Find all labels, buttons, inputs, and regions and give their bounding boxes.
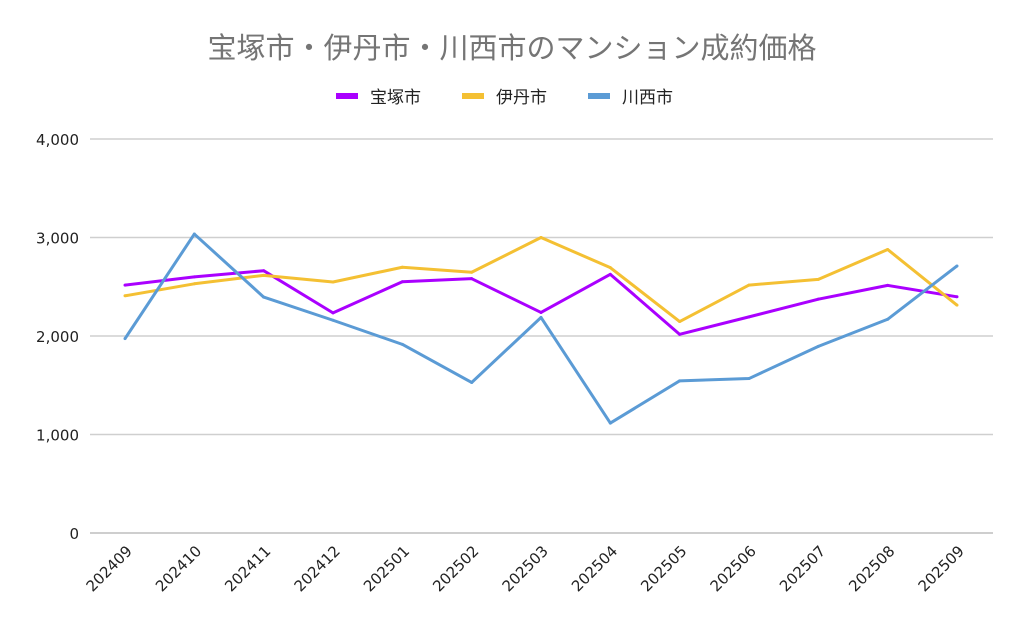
data-point	[539, 236, 543, 239]
data-point	[123, 337, 127, 341]
series-lines	[123, 232, 959, 425]
series-line-2	[123, 232, 958, 425]
y-tick-label: 4,000	[36, 131, 79, 149]
data-point	[747, 283, 751, 287]
data-point	[262, 295, 266, 299]
y-tick-label: 3,000	[36, 230, 79, 248]
data-point	[608, 272, 612, 276]
data-point	[331, 318, 335, 322]
legend-swatch	[336, 93, 358, 99]
legend-swatch	[588, 93, 610, 99]
data-point	[886, 283, 890, 287]
x-tick-label: 202412	[291, 542, 344, 595]
legend: 宝塚市 伊丹市 川西市	[336, 88, 673, 108]
data-point	[262, 273, 266, 277]
legend-label: 伊丹市	[496, 88, 547, 108]
data-point	[470, 380, 474, 384]
y-axis-ticks: 0 1,000 2,000 3,000 4,000	[36, 131, 79, 543]
legend-item-2: 川西市	[588, 88, 673, 108]
legend-item-0: 宝塚市	[336, 88, 421, 108]
data-point	[539, 310, 543, 314]
data-point	[816, 344, 820, 348]
data-point	[955, 264, 959, 268]
legend-label: 宝塚市	[370, 88, 421, 108]
legend-item-1: 伊丹市	[462, 88, 547, 108]
data-point	[331, 311, 335, 315]
x-tick-label: 202504	[568, 542, 621, 595]
legend-label: 川西市	[622, 88, 673, 108]
data-point	[192, 282, 196, 286]
x-tick-label: 202410	[152, 542, 205, 595]
data-point	[886, 248, 890, 252]
gridlines	[90, 138, 993, 534]
data-point	[123, 294, 127, 298]
legend-swatch	[462, 93, 484, 99]
data-point	[400, 280, 404, 284]
data-point	[955, 295, 959, 299]
data-point	[816, 277, 820, 281]
x-tick-label: 202409	[83, 542, 136, 595]
data-point	[470, 277, 474, 281]
chart-title: 宝塚市・伊丹市・川西市のマンション成約価格	[207, 31, 816, 65]
x-tick-label: 202509	[915, 542, 968, 595]
data-point	[123, 283, 127, 287]
data-point	[331, 280, 335, 284]
x-tick-label: 202507	[776, 542, 829, 595]
data-point	[678, 332, 682, 336]
x-tick-label: 202506	[707, 542, 760, 595]
data-point	[678, 379, 682, 383]
y-tick-label: 0	[69, 525, 79, 543]
data-point	[608, 421, 612, 425]
data-point	[886, 317, 890, 321]
x-tick-label: 202505	[637, 542, 690, 595]
data-point	[400, 342, 404, 346]
data-point	[678, 320, 682, 324]
data-point	[470, 270, 474, 274]
x-tick-label: 202411	[221, 542, 274, 595]
x-tick-label: 202501	[360, 542, 413, 595]
data-point	[262, 269, 266, 273]
data-point	[816, 297, 820, 301]
data-point	[747, 377, 751, 381]
x-tick-label: 202508	[845, 542, 898, 595]
y-tick-label: 1,000	[36, 427, 79, 445]
data-point	[608, 266, 612, 270]
data-point	[539, 315, 543, 319]
data-point	[400, 265, 404, 269]
data-point	[192, 232, 196, 236]
series-line-0	[124, 269, 958, 336]
data-point	[747, 315, 751, 319]
x-tick-label: 202503	[499, 542, 552, 595]
x-axis-ticks: 202409 202410 202411 202412 202501 202502 2025…	[83, 542, 968, 595]
series-line-1	[124, 236, 958, 324]
data-point	[955, 303, 959, 307]
data-point	[192, 275, 196, 279]
y-tick-label: 2,000	[36, 328, 79, 346]
x-tick-label: 202502	[429, 542, 482, 595]
